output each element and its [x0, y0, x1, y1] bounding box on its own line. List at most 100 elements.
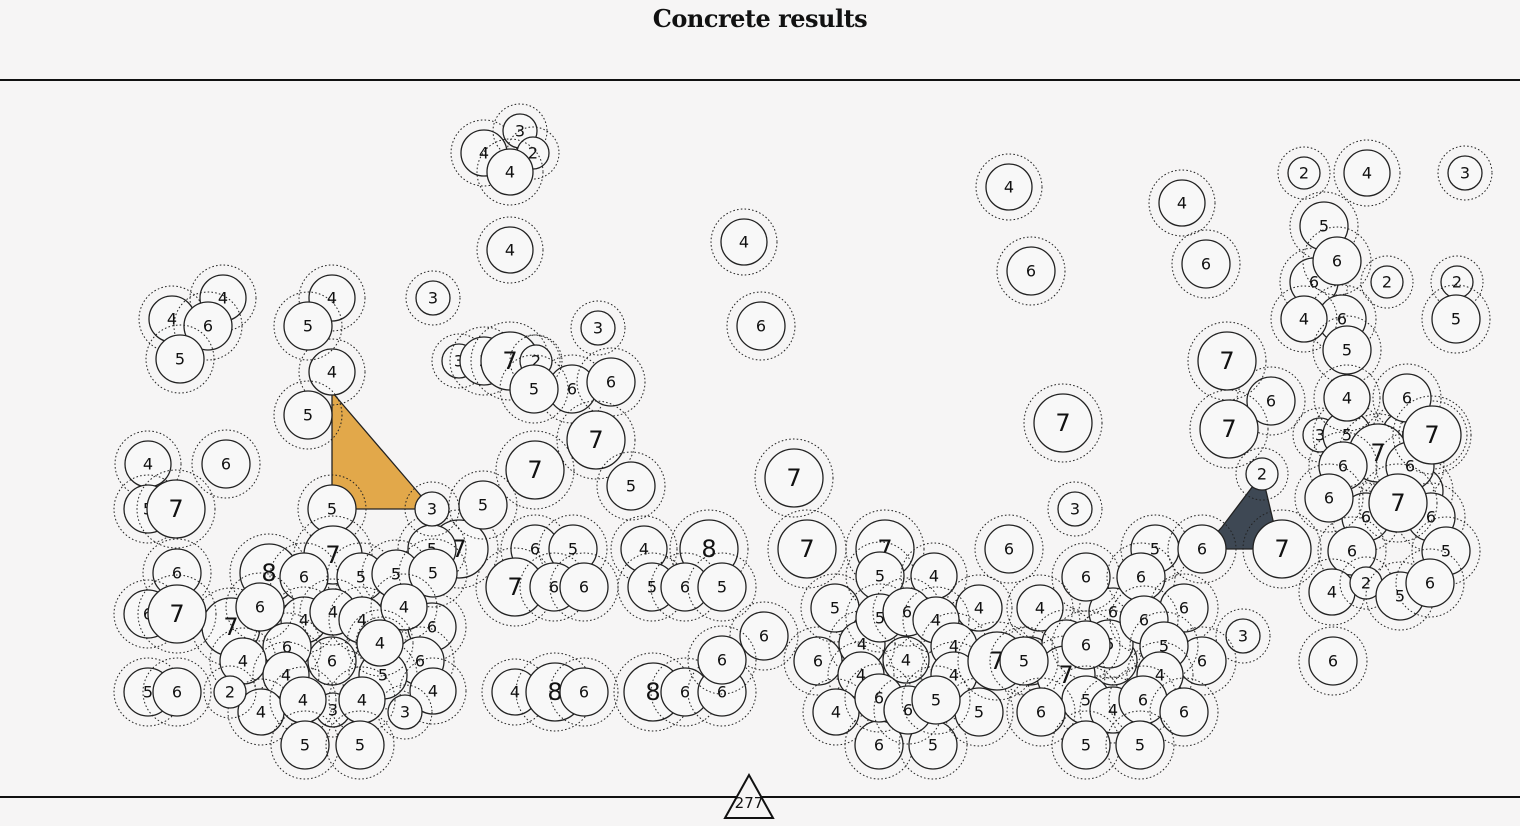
node: 6	[1051, 610, 1121, 680]
node-label: 4	[298, 691, 308, 710]
node-label: 4	[281, 666, 291, 685]
node-halo	[1358, 463, 1438, 543]
node-halo	[398, 538, 468, 608]
node-label: 4	[949, 666, 959, 685]
node: 2	[1360, 255, 1414, 309]
node-label: 5	[300, 736, 310, 755]
node-label: 6	[255, 598, 265, 617]
node-halo	[974, 514, 1044, 584]
node-circle	[146, 479, 206, 539]
node: 6	[1149, 573, 1219, 643]
node-halo	[476, 216, 544, 284]
node-circle	[1252, 519, 1312, 579]
node: 5	[145, 324, 215, 394]
node-label: 6	[427, 618, 437, 637]
node-label: 8	[645, 678, 660, 706]
node-label: 6	[717, 651, 727, 670]
node-halo	[252, 641, 320, 709]
node-label: 3	[1238, 627, 1248, 646]
node-label: 5	[1019, 652, 1029, 671]
node-label: 6	[1197, 652, 1207, 671]
node-label: 6	[1426, 508, 1436, 527]
node-label: 6	[579, 578, 589, 597]
node-label: 4	[931, 611, 941, 630]
node-label: 8	[701, 535, 716, 563]
node-circle	[999, 636, 1049, 686]
node-label: 5	[378, 666, 388, 685]
node-label: 5	[355, 736, 365, 755]
node-label: 6	[327, 652, 337, 671]
node-label: 7	[223, 613, 238, 641]
node-label: 4	[357, 691, 367, 710]
node-circle	[1115, 720, 1165, 770]
node-label: 4	[1362, 164, 1372, 183]
node-circle	[408, 548, 458, 598]
node: 5	[273, 291, 343, 361]
node-circle	[283, 301, 333, 351]
node-label: 6	[549, 578, 559, 597]
node: 6	[726, 291, 796, 361]
node-circle	[486, 226, 534, 274]
node-circle	[1405, 558, 1455, 608]
node-halo	[1171, 229, 1241, 299]
node: 5	[448, 470, 518, 540]
node-circle	[486, 148, 534, 196]
node-label: 5	[478, 496, 488, 515]
node: 6	[1236, 366, 1306, 436]
node-label: 6	[680, 683, 690, 702]
node-label: 7	[1370, 439, 1385, 467]
node-circle	[559, 562, 609, 612]
node-halo	[1421, 284, 1491, 354]
node-label: 4	[299, 611, 309, 630]
node: 6	[687, 625, 757, 695]
node-label: 5	[1150, 540, 1160, 559]
node-circle	[1431, 294, 1481, 344]
node-halo	[273, 380, 343, 450]
node-circle	[1061, 720, 1111, 770]
node-halo	[399, 657, 467, 725]
node-label: 6	[282, 638, 292, 657]
page-title: Concrete results	[652, 4, 868, 33]
node-label: 5	[626, 477, 636, 496]
node-circle	[777, 519, 837, 579]
node-circle	[1197, 331, 1257, 391]
node-label: 6	[903, 701, 913, 720]
node-circle	[1246, 376, 1296, 426]
node: 5	[687, 552, 757, 622]
node: 5	[1105, 710, 1175, 780]
node-halo	[827, 641, 895, 709]
node-label: 6	[567, 380, 577, 399]
node-label: 6	[579, 683, 589, 702]
node-label: 5	[356, 568, 366, 587]
node: 4	[1313, 364, 1381, 432]
node-label: 4	[1155, 666, 1165, 685]
node-label: 3	[1070, 500, 1080, 519]
node-halo	[1270, 285, 1338, 353]
node-circle	[1368, 473, 1428, 533]
node-halo	[754, 438, 834, 518]
node-label: 7	[1219, 347, 1234, 375]
node-circle	[201, 439, 251, 489]
node-label: 5	[1342, 426, 1352, 445]
node-label: 4	[929, 567, 939, 586]
node-halo	[1294, 463, 1364, 533]
node-circle	[984, 524, 1034, 574]
node-label: 3	[1315, 426, 1325, 445]
node-label: 4	[143, 455, 153, 474]
node-label: 5	[1451, 310, 1461, 329]
node-label: 6	[1004, 540, 1014, 559]
node: 3	[405, 270, 461, 326]
node-label: 4	[505, 163, 515, 182]
node: 7	[1392, 395, 1472, 475]
node-halo	[1167, 514, 1237, 584]
node-circle	[509, 364, 559, 414]
node-label: 7	[169, 600, 184, 628]
node-label: 2	[1452, 273, 1462, 292]
node-label: 4	[428, 682, 438, 701]
node-label: 6	[1138, 691, 1148, 710]
node-halo	[729, 601, 799, 671]
node-halo	[1437, 145, 1493, 201]
node: 4	[710, 208, 778, 276]
node: 3	[570, 300, 626, 356]
